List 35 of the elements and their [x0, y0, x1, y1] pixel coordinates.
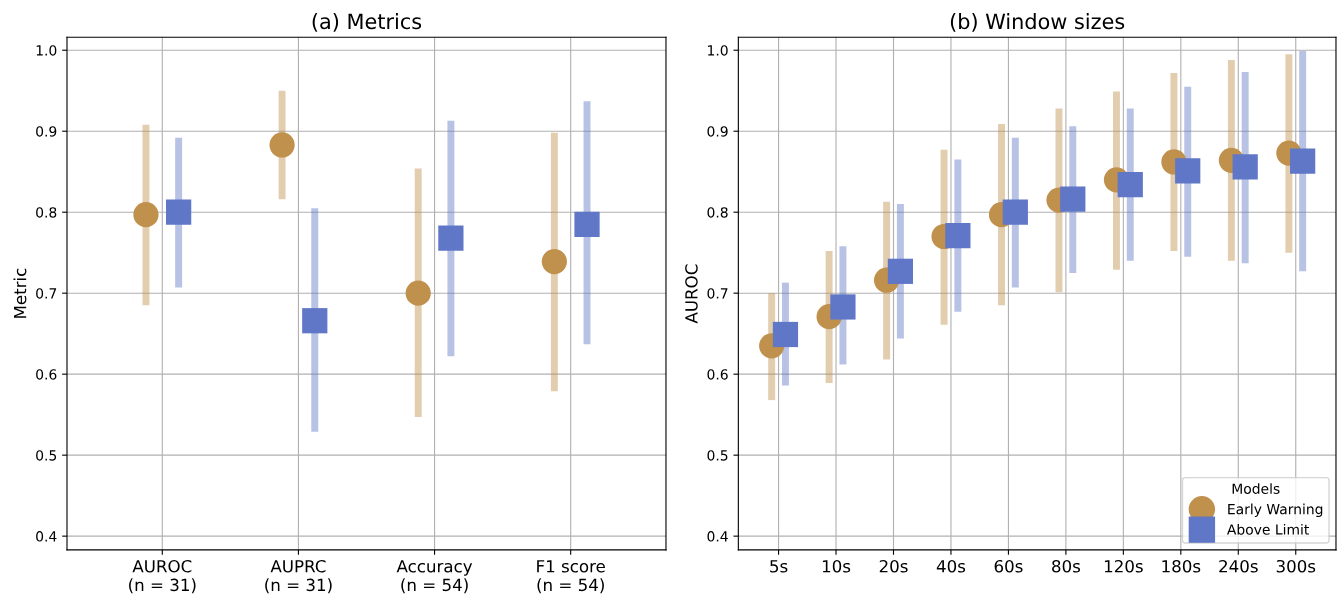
y-tick-label: 0.8 — [707, 207, 728, 218]
y-tick-label: 0.4 — [36, 531, 57, 542]
x-tick-label: 5s — [770, 560, 788, 573]
y-tick-label: 0.5 — [707, 450, 728, 461]
y-tick-label: 0.9 — [36, 126, 57, 137]
x-tick-label: 120s — [1104, 559, 1143, 573]
x-tick-label: 40s — [936, 559, 966, 573]
legend-label: Early Warning — [1228, 503, 1323, 518]
y-tick-label: 1.0 — [708, 45, 728, 56]
x-tick-label: 240s — [1219, 559, 1258, 573]
y-tick-label: 0.6 — [36, 369, 57, 380]
y-tick-label: 0.7 — [707, 288, 728, 299]
x-tick-label: AUROC (n = 31) — [129, 559, 196, 594]
x-tick-label: 20s — [879, 559, 908, 573]
legend-label: Above Limit — [1226, 523, 1309, 535]
y-axis-title: AUROC — [685, 264, 698, 324]
x-tick-label: 80s — [1052, 559, 1081, 573]
y-tick-label: 0.6 — [707, 369, 728, 380]
x-tick-label: Accuracy (n = 54) — [396, 560, 473, 594]
x-tick-label: 180s — [1162, 559, 1201, 573]
chart-title: (a) Metrics — [312, 13, 422, 32]
y-tick-label: 0.7 — [36, 288, 57, 299]
y-tick-label: 0.8 — [36, 207, 57, 218]
chart-title: (b) Window sizes — [950, 13, 1125, 32]
x-tick-label: F1 score (n = 54) — [537, 560, 605, 594]
y-tick-label: 1.0 — [36, 45, 57, 56]
x-tick-label: 60s — [994, 559, 1023, 573]
legend-title: Models — [1232, 483, 1280, 494]
x-tick-label: AUPRC (n = 31) — [265, 559, 332, 594]
y-tick-label: 0.5 — [36, 450, 57, 461]
y-axis-title: Metric — [13, 268, 27, 318]
y-tick-label: 0.4 — [707, 531, 728, 542]
y-tick-label: 0.9 — [707, 126, 728, 137]
x-tick-label: 10s — [822, 559, 851, 573]
x-tick-label: 300s — [1276, 559, 1316, 573]
